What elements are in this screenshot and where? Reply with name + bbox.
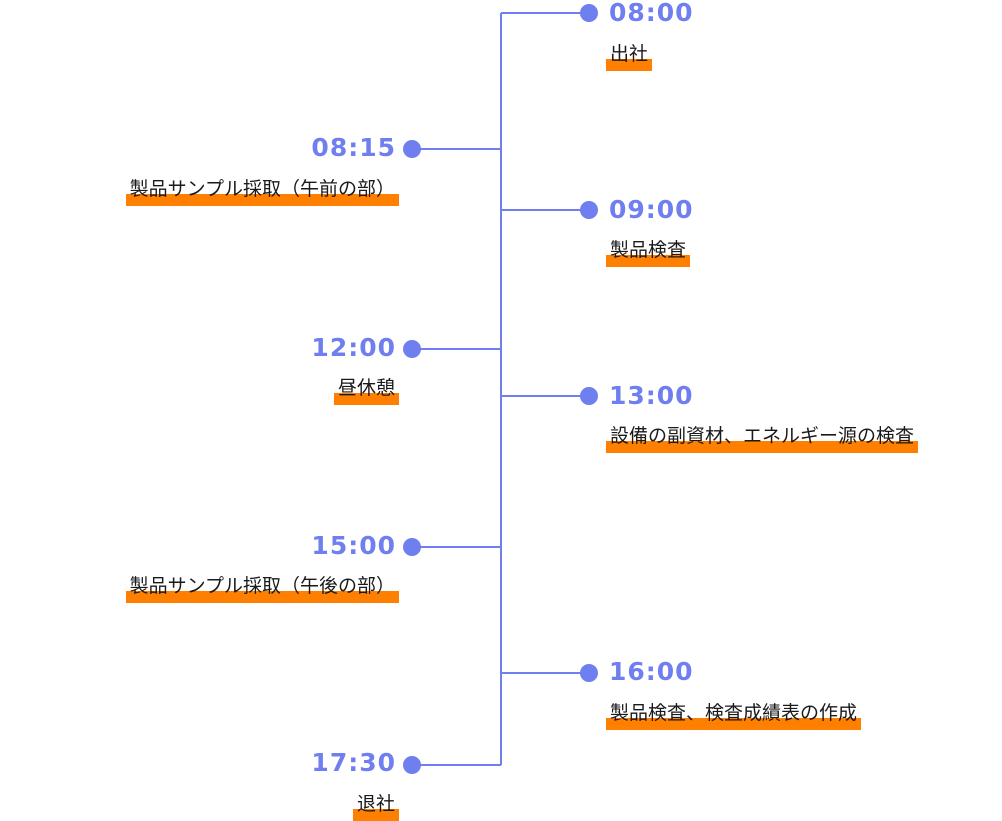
- timeline-time: 15:00: [311, 531, 396, 560]
- timeline-dot-left-1200: [403, 340, 421, 358]
- timeline-time: 17:30: [311, 748, 396, 777]
- timeline-label: 製品検査: [606, 238, 691, 267]
- timeline-dot-left-1500: [403, 538, 421, 556]
- label-highlight: [606, 59, 653, 71]
- timeline-dot-right-1300: [580, 387, 598, 405]
- timeline-label: 退社: [352, 792, 399, 821]
- timeline-dot-right-0900: [580, 201, 598, 219]
- timeline-time: 08:00: [609, 0, 694, 27]
- timeline-time: 13:00: [609, 381, 694, 410]
- timeline-label: 設備の副資材、エネルギー源の検査: [606, 424, 919, 453]
- timeline-label: 製品サンプル採取（午後の部）: [125, 574, 399, 603]
- timeline-label: 製品サンプル採取（午前の部）: [125, 177, 399, 206]
- timeline-time: 08:15: [311, 133, 396, 162]
- label-highlight: [606, 718, 862, 730]
- timeline-dot-left-0815: [403, 140, 421, 158]
- timeline-dot-right-1600: [580, 664, 598, 682]
- timeline-time: 09:00: [609, 195, 694, 224]
- label-highlight: [125, 591, 399, 603]
- label-highlight: [333, 393, 399, 405]
- timeline-label: 昼休憩: [333, 376, 399, 405]
- timeline-dot-left-1730: [403, 756, 421, 774]
- timeline-time: 12:00: [311, 333, 396, 362]
- label-highlight: [606, 255, 691, 267]
- label-highlight: [125, 194, 399, 206]
- timeline-label: 出社: [606, 42, 653, 71]
- timeline-label: 製品検査、検査成績表の作成: [606, 701, 862, 730]
- timeline-time: 16:00: [609, 657, 694, 686]
- timeline-dot-right-0800: [580, 4, 598, 22]
- label-highlight: [352, 809, 399, 821]
- label-highlight: [606, 441, 919, 453]
